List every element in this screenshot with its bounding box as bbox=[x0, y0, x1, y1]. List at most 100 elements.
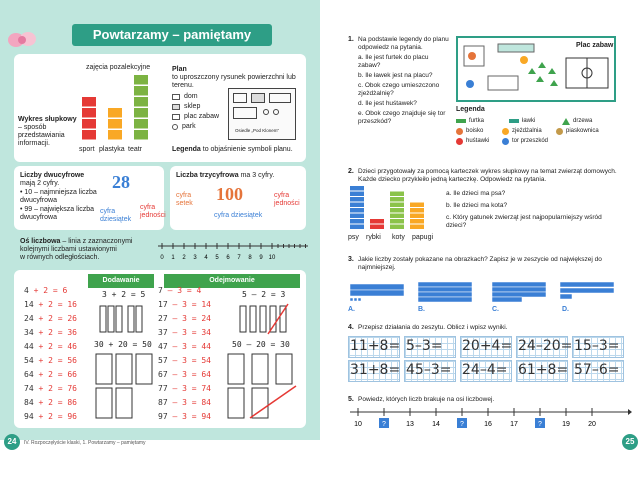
bar-block-2 bbox=[134, 130, 148, 140]
number-line-tick: 10 bbox=[269, 255, 276, 261]
two-digit-b2: • 99 – największa liczba dwucyfrowa bbox=[20, 206, 95, 221]
plan-map-label: Osiedle „Pod Klonem” bbox=[235, 128, 280, 133]
q2-text: Dzieci przygotowały za pomocą karteczek … bbox=[358, 168, 617, 183]
q4-equation: 24–20= bbox=[518, 338, 573, 354]
playground-title: Plac zabaw bbox=[576, 42, 614, 49]
bar-chart-plan-box: zajęcia pozalekcyjne Wykres słupkowy – s… bbox=[14, 54, 306, 162]
bar-block-2 bbox=[134, 108, 148, 118]
operation-row: 27 – 3 = 24 bbox=[158, 314, 211, 323]
pet-note-0 bbox=[350, 186, 364, 191]
legend-lawki: ławki bbox=[522, 118, 536, 124]
q2-a: a. Ile dzieci ma psa? bbox=[446, 190, 506, 197]
three-digit-units: cyfra jedności bbox=[274, 192, 300, 207]
left-page: Powtarzamy – pamiętamy zajęcia pozalekcy… bbox=[0, 0, 320, 480]
q3-label-d: D. bbox=[562, 306, 569, 313]
operation-row: 87 – 3 = 84 bbox=[158, 398, 211, 407]
subtraction-example-2: 50 – 20 = 30 bbox=[232, 340, 290, 349]
operation-row: 54 + 2 = 56 bbox=[24, 356, 77, 365]
bar-chart-label: Wykres słupkowy bbox=[18, 116, 77, 123]
three-digit-tens: cyfra dziesiątek bbox=[214, 212, 263, 219]
number-line-tick: 4 bbox=[204, 255, 208, 261]
bar-block-1 bbox=[108, 119, 122, 129]
playground-map: Plac zabaw bbox=[456, 36, 616, 102]
q4-cell bbox=[404, 336, 456, 358]
q2-b: b. Ile dzieci ma kota? bbox=[446, 202, 508, 209]
q5-tick: 19 bbox=[562, 421, 570, 428]
q2-number: 2. bbox=[348, 168, 354, 175]
addition-rows: 4 + 2 = 6 14 + 2 = 16 24 + 2 = 26 34 + 2 = … bbox=[24, 284, 86, 424]
legend-drzewa: drzewa bbox=[573, 118, 593, 124]
legend-hustawki: huśtawki bbox=[466, 138, 490, 144]
q4-number: 4. bbox=[348, 324, 354, 331]
two-digit-b1: • 10 – najmniejsza liczba dwucyfrowa bbox=[20, 189, 97, 204]
two-digit-desc: mają 2 cyfry. bbox=[20, 180, 60, 187]
q4-cell bbox=[572, 360, 624, 382]
q5-tick: 20 bbox=[588, 421, 596, 428]
legend-plac: plac zabaw bbox=[184, 113, 220, 120]
three-digit-box: Liczba trzycyfrowa ma 3 cyfry. 100 cyfra… bbox=[170, 166, 306, 230]
number-line-tick: 8 bbox=[248, 255, 252, 261]
operation-row: 4 + 2 = 6 bbox=[24, 286, 68, 295]
pet-note-2 bbox=[390, 219, 404, 224]
operation-row: 97 – 3 = 94 bbox=[158, 412, 211, 421]
q4-cell bbox=[572, 336, 624, 358]
pet-cat-0: psy bbox=[348, 234, 359, 241]
number-line-tick: 0 bbox=[160, 255, 164, 261]
addition-blocks-1 bbox=[96, 302, 148, 336]
legend-desc: to objaśnienie symboli planu. bbox=[202, 146, 293, 153]
bar-cat-2: teatr bbox=[128, 146, 143, 153]
number-line: 0 1 2 3 4 5 6 7 8 9 10 bbox=[158, 243, 308, 261]
q5-tick: 10 bbox=[354, 421, 362, 428]
bar-cat-0: sport bbox=[79, 146, 95, 153]
plan-legend-desc: Legenda to objaśnienie symboli planu. bbox=[172, 146, 293, 154]
bar-block-1 bbox=[108, 108, 122, 118]
pet-note-3 bbox=[410, 219, 424, 224]
plan-map: Osiedle „Pod Klonem” bbox=[228, 88, 296, 140]
missing-number-box bbox=[379, 418, 389, 428]
two-digit-units: cyfra jedności bbox=[140, 204, 166, 219]
legend-dom: dom bbox=[184, 93, 198, 100]
number-line-title: Oś liczbowa bbox=[20, 238, 61, 245]
number-line-tick: 3 bbox=[193, 255, 197, 261]
legend-furtka: furtka bbox=[469, 118, 485, 124]
q1-text: Na podstawie legendy do planu odpowiedz … bbox=[358, 36, 449, 51]
pet-note-2 bbox=[390, 213, 404, 218]
q5-number: 5. bbox=[348, 396, 354, 403]
number-line-desc3: w równych odległościach. bbox=[20, 254, 100, 261]
plan-title: Plan bbox=[172, 66, 187, 73]
pet-note-2 bbox=[390, 197, 404, 202]
missing-number-box bbox=[535, 418, 545, 428]
two-digit-tens: cyfra dziesiątek bbox=[100, 208, 132, 223]
pet-note-0 bbox=[350, 202, 364, 207]
q4-cell bbox=[348, 360, 400, 382]
bar-block-2 bbox=[134, 97, 148, 107]
addition-header: Dodawanie bbox=[88, 274, 154, 288]
q3-number: 3. bbox=[348, 256, 354, 263]
q1-b: b. Ile ławek jest na placu? bbox=[358, 72, 433, 79]
q1-a: a. Ile jest furtek do placu zabaw? bbox=[358, 54, 429, 69]
bar-block-0 bbox=[82, 119, 96, 129]
q5-tick: 13 bbox=[406, 421, 414, 428]
subtraction-example-1: 5 – 2 = 3 bbox=[242, 290, 286, 299]
q5-tick: 16 bbox=[484, 421, 492, 428]
pet-note-2 bbox=[390, 191, 404, 196]
q5-tick: ? bbox=[460, 421, 464, 428]
operation-row: 64 + 2 = 66 bbox=[24, 370, 77, 379]
subtraction-header: Odejmowanie bbox=[164, 274, 300, 288]
pet-note-0 bbox=[350, 191, 364, 196]
q4-equation: 31+8= bbox=[350, 362, 401, 378]
left-footer bbox=[0, 440, 320, 480]
q3-label-a: A. bbox=[348, 306, 355, 313]
operation-row: 14 + 2 = 16 bbox=[24, 300, 77, 309]
addition-example-2: 30 + 20 = 50 bbox=[94, 340, 152, 349]
operation-row: 44 + 2 = 46 bbox=[24, 342, 77, 351]
legend-zjezdzalnia: zjeżdżalnia bbox=[512, 128, 542, 134]
number-line-text: Oś liczbowa – linia z zaznaczonymi bbox=[20, 238, 132, 246]
right-page: 1. Na podstawie legendy do planu odpowie… bbox=[320, 0, 640, 480]
pet-note-2 bbox=[390, 224, 404, 229]
plan-desc: to uproszczony rysunek powierzchni lub t… bbox=[172, 74, 296, 89]
q4-equation: 5–3= bbox=[406, 338, 443, 354]
pet-note-0 bbox=[350, 197, 364, 202]
page-header: Powtarzamy – pamiętamy bbox=[72, 24, 272, 46]
q2-c: c. Który gatunek zwierząt jest najpopula… bbox=[446, 214, 602, 229]
